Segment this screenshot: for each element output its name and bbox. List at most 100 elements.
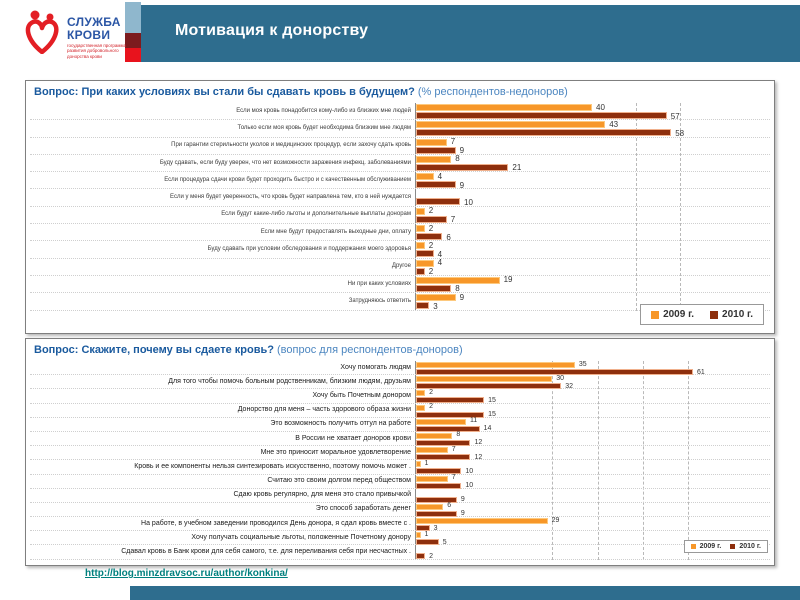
category-label: Если будут какие-либо льготы и дополните… xyxy=(221,211,411,218)
blood-service-heart-icon xyxy=(25,10,59,54)
value-label-2010: 32 xyxy=(565,382,574,390)
chart-row: Хочу быть Почетным донором 2 15 xyxy=(30,389,770,404)
bar-plot-area: 40 57 xyxy=(415,102,770,121)
chart-row: Если моя кровь понадобится кому-либо из … xyxy=(30,102,770,121)
bar-2009 xyxy=(416,294,456,302)
chart-row: Ни при каких условиях 19 8 xyxy=(30,275,770,294)
value-label-2009: 8 xyxy=(455,154,460,164)
category-label: Сдавал кровь в Банк крови для себя самог… xyxy=(121,548,411,555)
bar-2010 xyxy=(416,411,485,418)
bar-2010 xyxy=(416,496,457,503)
chart-row: Донорство для меня – часть здорового обр… xyxy=(30,403,770,418)
value-label-2010: 14 xyxy=(483,425,492,433)
chart-row: Сдавал кровь в Банк крови для себя самог… xyxy=(30,545,770,560)
bar-plot-area: 11 14 xyxy=(415,417,770,433)
value-label-2009: 43 xyxy=(609,119,619,129)
category-label: Ни при каких условиях xyxy=(347,280,411,287)
bar-plot-area: 29 3 xyxy=(415,516,770,532)
value-label-2010: 8 xyxy=(455,284,460,294)
chart-title: Вопрос: При каких условиях вы стали бы с… xyxy=(34,86,774,98)
bar-2009 xyxy=(416,376,553,383)
category-label: Кровь и ее компоненты нельзя синтезирова… xyxy=(134,462,411,470)
category-label: Это способ заработать денег xyxy=(315,505,411,513)
bar-plot-area: 8 21 xyxy=(415,154,770,173)
category-label: Если у меня будет уверенность, что кровь… xyxy=(170,194,411,201)
value-label-2009: 4 xyxy=(437,171,443,181)
category-label: Считаю это своим долгом перед обществом xyxy=(267,477,411,485)
value-label-2010: 5 xyxy=(442,538,447,546)
bar-plot-area: 8 12 xyxy=(415,431,770,447)
category-label: Буду сдавать при условии обследования и … xyxy=(207,246,411,253)
bar-2010 xyxy=(416,383,562,390)
bar-2010 xyxy=(416,181,456,189)
value-label-2009: 19 xyxy=(503,275,513,285)
legend-swatch xyxy=(710,310,719,319)
bar-2009 xyxy=(416,418,466,425)
category-label: Хочу получать социальные льготы, положен… xyxy=(191,533,411,541)
bar-2009 xyxy=(416,475,448,482)
bar-2010 xyxy=(416,482,462,489)
value-label-2010: 9 xyxy=(460,510,465,518)
chart-row: Если у меня будет уверенность, что кровь… xyxy=(30,189,770,207)
bar-2009 xyxy=(416,121,606,129)
bar-2009 xyxy=(416,259,434,267)
bar-2009 xyxy=(416,155,452,163)
category-label: Буду сдавать, если буду уверен, что нет … xyxy=(159,159,411,166)
value-label-2010: 58 xyxy=(675,128,685,138)
chart-rows: Если моя кровь понадобится кому-либо из … xyxy=(30,103,770,311)
value-label-2010: 21 xyxy=(512,163,522,173)
bar-2010 xyxy=(416,233,443,241)
value-label-2009: 40 xyxy=(596,102,605,112)
bar-plot-area: 2 15 xyxy=(415,389,770,404)
value-label-2009: 1 xyxy=(424,530,429,538)
gridline xyxy=(552,361,554,560)
chart-panel-why-donate: Вопрос: Скажите, почему вы сдаете кровь?… xyxy=(25,338,775,566)
bar-2010 xyxy=(416,510,457,517)
bar-2010 xyxy=(416,198,460,206)
chart-row: Сдаю кровь регулярно, для меня это стало… xyxy=(30,488,770,503)
category-label: При гарантии стерильности уколов и медиц… xyxy=(171,142,411,149)
value-label-2009: 8 xyxy=(456,431,461,439)
bar-2009 xyxy=(416,242,425,250)
value-label-2010: 9 xyxy=(459,180,465,190)
blog-link[interactable]: http://blog.minzdravsoc.ru/author/konkin… xyxy=(85,568,288,579)
category-label: В России не хватает доноров крови xyxy=(295,434,411,442)
value-label-2009: 30 xyxy=(556,374,564,382)
value-label-2010: 10 xyxy=(464,197,473,207)
value-label-2009: 2 xyxy=(429,403,433,411)
legend-swatch xyxy=(690,544,696,549)
category-label: Только если моя кровь будет необходима б… xyxy=(237,125,411,131)
chart-rows: Хочу помогать людям 35 61 Для того чтобы по… xyxy=(30,361,770,560)
legend: 2009 г. 2010 г. xyxy=(640,304,764,325)
bar-2009 xyxy=(416,432,453,439)
category-label: Сдаю кровь регулярно, для меня это стало… xyxy=(233,491,411,499)
value-label-2010: 12 xyxy=(474,453,483,461)
value-label-2010: 12 xyxy=(474,439,483,447)
chart-row: Это возможность получить отгул на работе… xyxy=(30,417,770,433)
legend-item-2009: 2009 г. xyxy=(690,543,721,550)
bar-2009 xyxy=(416,461,421,468)
blood-service-logo: СЛУЖБА КРОВИ государственная программа р… xyxy=(22,8,129,59)
category-label: Донорство для меня – часть здорового обр… xyxy=(237,406,411,414)
chart-row: Хочу помогать людям 35 61 xyxy=(30,361,770,376)
gridline xyxy=(597,361,599,560)
brand-line-2: КРОВИ xyxy=(67,27,111,42)
category-label: Если мне будут предоставлять выходные дн… xyxy=(260,228,411,235)
value-label-2009: 29 xyxy=(551,516,560,524)
value-label-2010: 9 xyxy=(459,146,465,156)
chart-row: Считаю это своим долгом перед обществом 7… xyxy=(30,474,770,489)
footer-bar xyxy=(130,586,800,600)
category-label: Хочу быть Почетным донором xyxy=(312,391,411,399)
legend-label: 2009 г. xyxy=(663,309,695,320)
legend-item-2010: 2010 г. xyxy=(730,543,761,550)
value-label-2010: 57 xyxy=(670,111,680,121)
value-label-2010: 4 xyxy=(437,249,443,259)
bar-plot-area: 2 xyxy=(415,545,770,560)
value-label-2010: 6 xyxy=(446,232,451,242)
legend-swatch xyxy=(651,310,660,319)
value-label-2009: 2 xyxy=(428,223,434,233)
